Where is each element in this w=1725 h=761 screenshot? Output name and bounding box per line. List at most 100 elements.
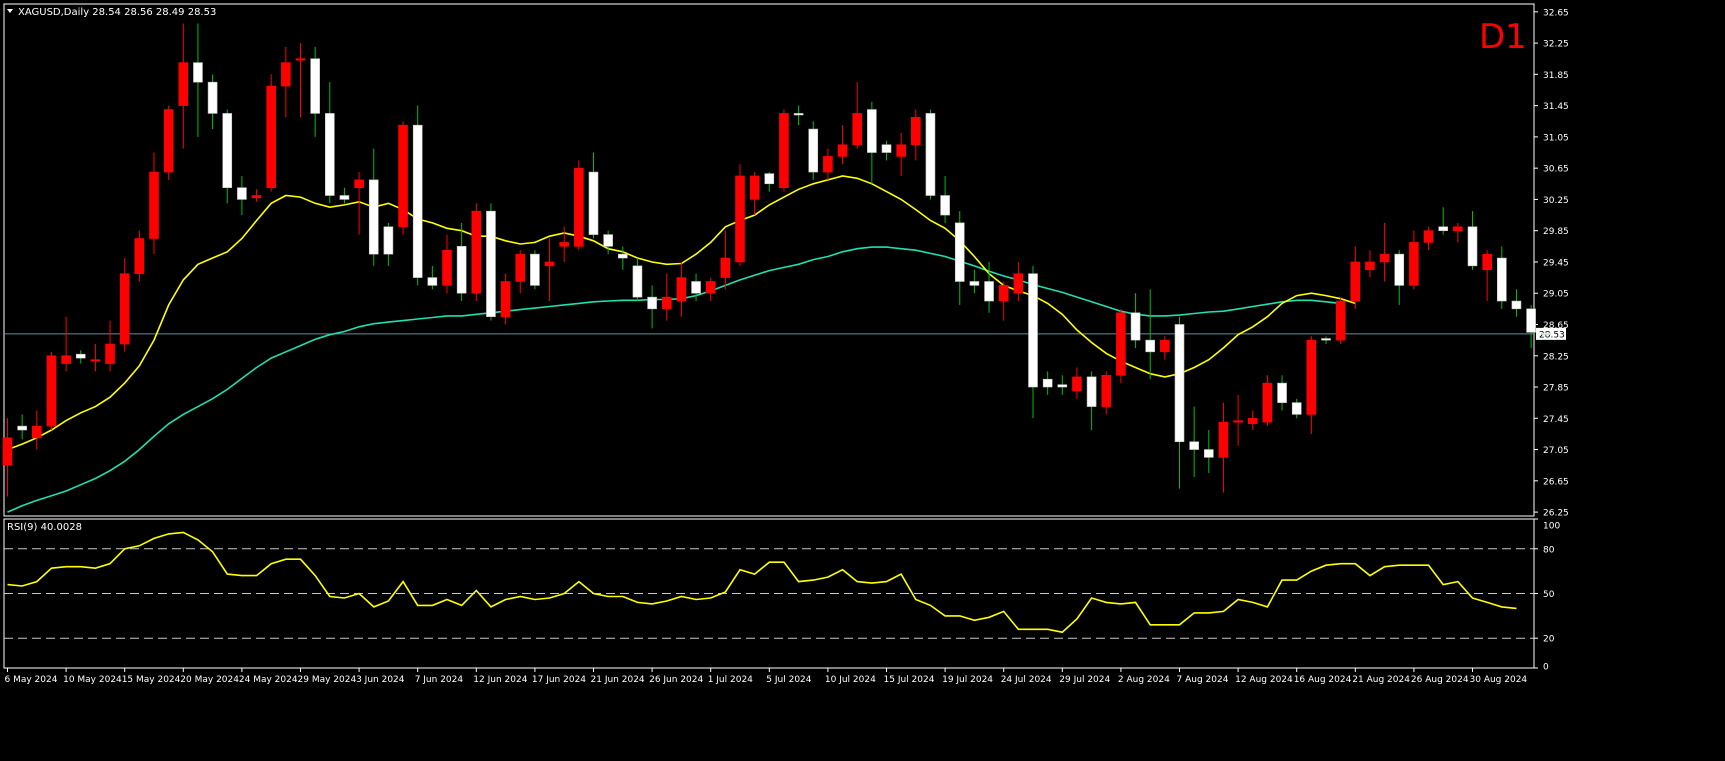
- candle: [456, 222, 467, 302]
- candle: [735, 164, 745, 266]
- candle-body: [46, 355, 57, 427]
- candle-body: [193, 62, 203, 83]
- candle-body: [1086, 376, 1097, 407]
- candle: [515, 250, 526, 294]
- candle-body: [867, 109, 877, 153]
- price-tick-label: 30.25: [1543, 196, 1569, 206]
- candle-body: [1218, 421, 1229, 458]
- candle-body: [339, 195, 350, 200]
- candle: [1013, 261, 1024, 302]
- candle: [2, 418, 13, 497]
- candle-body: [984, 281, 994, 302]
- candle: [881, 140, 892, 161]
- candle: [1028, 265, 1038, 419]
- candle: [1540, 331, 1551, 337]
- candle: [207, 74, 218, 130]
- time-tick-label: 15 May 2024: [122, 675, 181, 685]
- candle-body: [2, 437, 13, 466]
- price-tick-label: 26.25: [1543, 509, 1569, 519]
- rsi-tick-label: 100: [1543, 522, 1560, 532]
- candle: [676, 261, 687, 317]
- candle: [105, 320, 115, 372]
- candle-body: [456, 246, 467, 294]
- candle: [1335, 297, 1346, 345]
- candle: [75, 350, 86, 364]
- candle-body: [134, 238, 145, 274]
- candle-body: [1042, 378, 1053, 388]
- time-tick-label: 7 Aug 2024: [1177, 675, 1229, 685]
- candle: [471, 203, 482, 302]
- price-axis: 32.65 32.25 31.85 31.45 31.05 30.65 30.25 29.85…: [4, 8, 1569, 519]
- dropdown-triangle-icon[interactable]: [7, 9, 13, 13]
- candle-body: [749, 175, 760, 200]
- time-tick-label: 17 Jun 2024: [532, 675, 586, 685]
- candle: [1511, 289, 1522, 317]
- candle-body: [661, 296, 672, 310]
- candle: [984, 261, 994, 313]
- candle: [823, 148, 833, 180]
- rsi-line: [7, 531, 1517, 634]
- time-tick-label: 2 Aug 2024: [1118, 675, 1170, 685]
- candle: [1438, 207, 1448, 235]
- candle: [1233, 394, 1243, 446]
- candle-body: [808, 128, 819, 173]
- candle-body: [1101, 374, 1112, 407]
- candle-body: [954, 222, 965, 282]
- time-tick-label: 26 Aug 2024: [1411, 675, 1469, 685]
- price-panel-border: [3, 3, 1535, 517]
- candle-body: [1160, 339, 1170, 353]
- candle-body: [105, 343, 115, 364]
- candle: [17, 414, 27, 440]
- candle: [574, 160, 584, 251]
- candle: [1101, 371, 1112, 415]
- candle: [544, 238, 555, 302]
- candle-body: [207, 81, 218, 114]
- candle: [896, 132, 906, 176]
- candle: [779, 109, 789, 192]
- candle: [427, 265, 438, 290]
- timeframe-label: D1: [1479, 17, 1527, 57]
- candle: [1057, 375, 1068, 395]
- candle-body: [398, 124, 408, 228]
- candle-body: [574, 167, 584, 247]
- candle-body: [1511, 300, 1522, 310]
- candle-body: [852, 113, 863, 146]
- candle-body: [281, 62, 291, 87]
- candle: [661, 273, 672, 321]
- candle: [1160, 336, 1170, 360]
- candle: [339, 187, 350, 204]
- candle-body: [354, 179, 364, 188]
- price-tick-label: 26.65: [1543, 477, 1569, 487]
- time-tick-label: 12 Aug 2024: [1235, 675, 1293, 685]
- candle-body: [1262, 382, 1273, 423]
- candle-body: [588, 171, 599, 235]
- candle: [705, 277, 716, 302]
- candle: [500, 273, 511, 325]
- current-price-tag: [1536, 327, 1566, 340]
- candle-body: [1174, 324, 1185, 443]
- candle-body: [471, 210, 482, 294]
- candle: [1189, 406, 1199, 477]
- candle-body: [500, 281, 511, 317]
- candle: [1218, 402, 1229, 493]
- candle-body: [1204, 449, 1214, 458]
- candle: [691, 273, 701, 302]
- candle-body: [1394, 253, 1405, 286]
- candle: [1423, 226, 1434, 251]
- time-tick-label: 12 Jun 2024: [473, 675, 527, 685]
- price-tick-label: 27.05: [1543, 446, 1569, 456]
- candle-body: [1423, 230, 1434, 243]
- candle-body: [1350, 261, 1361, 302]
- candle: [1116, 308, 1126, 384]
- candle: [178, 23, 189, 149]
- price-tick-label: 27.85: [1543, 384, 1569, 394]
- candle: [442, 234, 452, 294]
- candle: [954, 211, 965, 305]
- time-tick-label: 21 Jun 2024: [591, 675, 645, 685]
- candle-body: [1526, 308, 1536, 333]
- rsi-header: RSI(9) 40.0028: [7, 522, 82, 533]
- candle: [1130, 293, 1141, 348]
- candle: [31, 410, 42, 450]
